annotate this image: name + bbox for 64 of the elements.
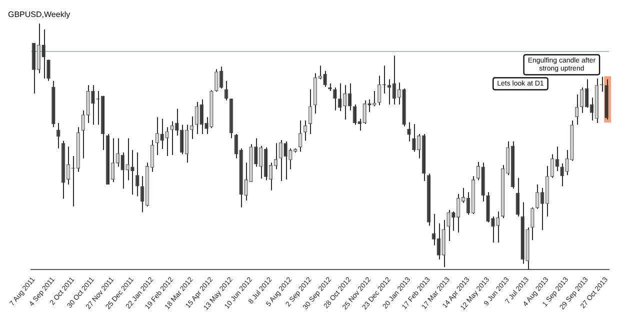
- candlestick: [555, 146, 559, 172]
- candlestick: [446, 209, 450, 242]
- candlestick: [288, 148, 292, 170]
- candlestick: [348, 82, 352, 111]
- candlestick: [417, 134, 421, 159]
- candlestick: [540, 187, 544, 230]
- candlestick: [254, 138, 258, 168]
- candlestick: [110, 138, 115, 183]
- candlestick: [130, 150, 134, 196]
- candlestick: [81, 110, 85, 159]
- candlestick: [338, 82, 342, 112]
- candlestick: [224, 80, 228, 101]
- candlestick: [362, 100, 366, 124]
- candlestick: [160, 118, 164, 150]
- candlestick: [180, 124, 184, 155]
- candlestick: [496, 211, 500, 244]
- candlestick: [155, 116, 159, 156]
- candlestick: [284, 140, 288, 180]
- candlestick: [278, 139, 282, 182]
- chart-title: GBPUSD,Weekly: [8, 10, 70, 20]
- candlestick: [407, 122, 411, 142]
- candlestick: [184, 124, 189, 164]
- candlestick: [200, 98, 204, 135]
- candlestick: [170, 120, 174, 156]
- candlestick: [530, 206, 534, 241]
- candlestick: [452, 211, 456, 232]
- candlestick: [194, 101, 198, 135]
- candlestick: [323, 70, 327, 88]
- candlestick: [466, 192, 470, 216]
- candlestick: [333, 87, 337, 111]
- candlestick: [378, 75, 382, 106]
- candlestick: [214, 68, 218, 92]
- candlestick: [56, 122, 60, 149]
- candlestick: [412, 123, 416, 152]
- candlestick: [575, 94, 579, 126]
- candlestick: [397, 82, 401, 106]
- candlestick: [565, 150, 569, 176]
- candlestick: [86, 84, 90, 124]
- candlestick: [140, 176, 144, 213]
- candlestick: [258, 145, 263, 180]
- candlestick: [342, 84, 347, 120]
- candlestick: [46, 59, 50, 82]
- candlestick: [303, 120, 308, 142]
- candlestick: [308, 88, 312, 135]
- candlestick: [42, 29, 46, 79]
- candlestick: [165, 126, 169, 156]
- candlestick: [120, 152, 124, 190]
- candlestick: [190, 116, 194, 140]
- candlestick: [126, 138, 130, 181]
- candlestick: [580, 87, 584, 114]
- candlestick: [298, 120, 302, 152]
- candlestick: [491, 216, 495, 244]
- candlestick: [244, 162, 248, 201]
- candlestick: [560, 162, 564, 187]
- candlestick: [91, 84, 95, 126]
- candlestick: [352, 104, 357, 126]
- candlestick: [116, 138, 120, 168]
- candlestick: [516, 177, 520, 217]
- candlestick: [219, 66, 224, 90]
- candlestick: [550, 154, 554, 178]
- candlestick: [136, 152, 140, 197]
- candlestick: [372, 90, 376, 107]
- candlestick: [536, 184, 540, 210]
- candlestick: [476, 161, 480, 181]
